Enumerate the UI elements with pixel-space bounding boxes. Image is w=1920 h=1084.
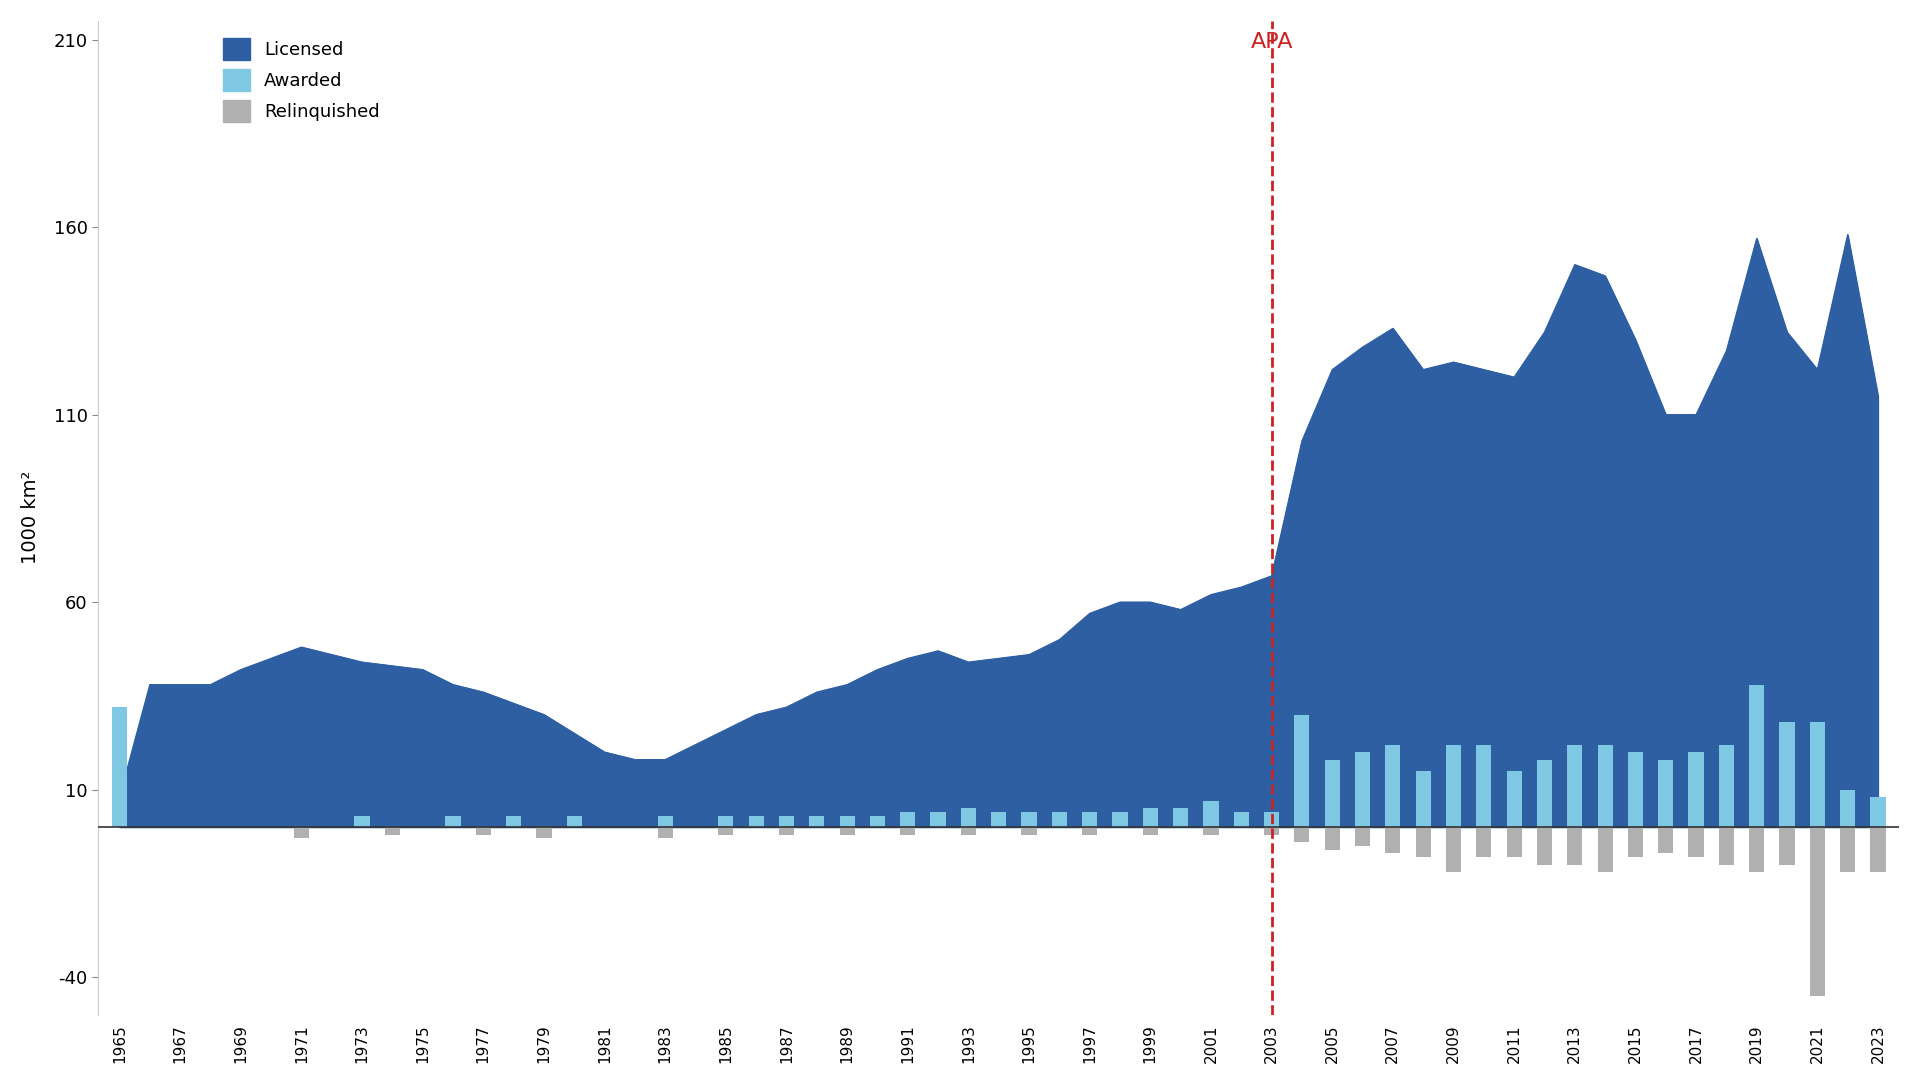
Bar xyxy=(1446,745,1461,827)
Bar xyxy=(960,827,975,835)
Bar xyxy=(1567,827,1582,865)
Bar xyxy=(507,816,520,827)
Bar xyxy=(1173,809,1188,827)
Bar xyxy=(1839,827,1855,872)
Bar xyxy=(445,816,461,827)
Bar xyxy=(1507,771,1523,827)
Bar xyxy=(355,816,371,827)
Bar xyxy=(1597,745,1613,827)
Bar xyxy=(1628,752,1644,827)
Bar xyxy=(566,816,582,827)
Bar xyxy=(1718,745,1734,827)
Bar xyxy=(1811,827,1824,996)
Bar xyxy=(111,707,127,827)
Bar xyxy=(1325,827,1340,850)
Bar xyxy=(1597,827,1613,872)
Bar xyxy=(1780,827,1795,865)
Bar xyxy=(1142,809,1158,827)
Bar xyxy=(1688,752,1703,827)
Bar xyxy=(808,816,824,827)
Bar xyxy=(1263,827,1279,835)
Bar xyxy=(1749,685,1764,827)
Bar xyxy=(1204,827,1219,835)
Bar xyxy=(991,812,1006,827)
Bar xyxy=(718,816,733,827)
Bar xyxy=(1870,827,1885,872)
Bar xyxy=(780,816,795,827)
Bar xyxy=(1446,827,1461,872)
Bar xyxy=(659,816,672,827)
Bar xyxy=(1811,722,1824,827)
Bar xyxy=(839,827,854,835)
Bar xyxy=(1052,812,1068,827)
Bar xyxy=(1659,760,1674,827)
Bar xyxy=(1870,797,1885,827)
Bar xyxy=(718,827,733,835)
Bar xyxy=(1536,827,1551,865)
Legend: Licensed, Awarded, Relinquished: Licensed, Awarded, Relinquished xyxy=(215,30,388,129)
Bar xyxy=(780,827,795,835)
Bar xyxy=(1021,812,1037,827)
Bar xyxy=(1356,827,1371,846)
Bar xyxy=(1507,827,1523,857)
Bar xyxy=(900,827,916,835)
Bar xyxy=(1749,827,1764,872)
Bar xyxy=(1204,801,1219,827)
Bar xyxy=(1142,827,1158,835)
Bar xyxy=(1263,812,1279,827)
Bar xyxy=(870,816,885,827)
Bar xyxy=(1235,812,1248,827)
Bar xyxy=(659,827,672,838)
Bar xyxy=(1112,812,1127,827)
Bar xyxy=(1325,760,1340,827)
Bar xyxy=(1628,827,1644,857)
Bar xyxy=(536,827,551,838)
Bar xyxy=(476,827,492,835)
Bar xyxy=(1476,745,1492,827)
Bar xyxy=(1415,827,1430,857)
Bar xyxy=(1659,827,1674,853)
Bar xyxy=(1384,827,1400,853)
Bar xyxy=(900,812,916,827)
Bar xyxy=(1536,760,1551,827)
Bar xyxy=(960,809,975,827)
Bar xyxy=(1839,789,1855,827)
Bar xyxy=(749,816,764,827)
Bar xyxy=(1384,745,1400,827)
Text: APA: APA xyxy=(1250,33,1292,52)
Bar xyxy=(1718,827,1734,865)
Bar xyxy=(839,816,854,827)
Bar xyxy=(1294,714,1309,827)
Bar xyxy=(1688,827,1703,857)
Bar xyxy=(1415,771,1430,827)
Bar xyxy=(1780,722,1795,827)
Bar xyxy=(384,827,399,835)
Bar xyxy=(1083,812,1096,827)
Bar xyxy=(1083,827,1096,835)
Bar xyxy=(1476,827,1492,857)
Bar xyxy=(1356,752,1371,827)
Bar xyxy=(931,812,947,827)
Bar xyxy=(1021,827,1037,835)
Bar xyxy=(1294,827,1309,842)
Bar xyxy=(294,827,309,838)
Y-axis label: 1000 km²: 1000 km² xyxy=(21,472,40,565)
Bar xyxy=(1567,745,1582,827)
